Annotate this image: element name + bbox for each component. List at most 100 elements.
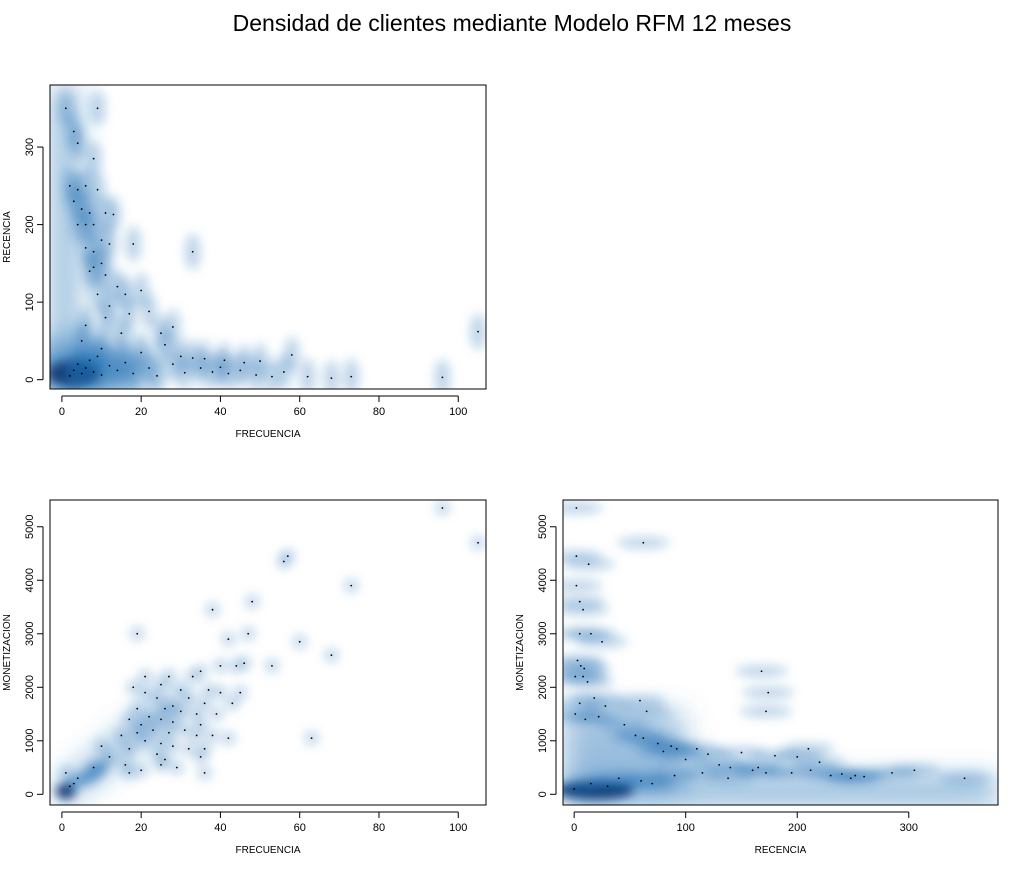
data-point [574,713,577,715]
data-point [108,755,111,758]
x-tick-label: 0 [59,822,65,834]
data-point [589,782,592,785]
data-point [148,367,150,369]
data-point [203,702,206,705]
x-tick-label: 80 [373,822,385,834]
data-point [64,107,67,110]
x-axis: 0 20 40 60 80 100 FRECUENCIA [59,811,467,856]
data-point [148,310,150,313]
data-point [116,369,119,372]
data-point [80,208,83,210]
data-point [231,702,234,705]
data-point [634,734,637,737]
data-point [765,771,767,774]
x-tick-label: 100 [449,822,467,834]
data-point [187,697,190,699]
y-tick-label: 1000 [24,729,36,753]
data-point [818,761,821,764]
data-point [191,250,194,253]
x-axis-label: FRECUENCIA [235,845,300,856]
y-axis-label: RECENCIA [2,211,13,263]
data-point [477,330,479,333]
data-point [243,662,246,665]
data-point [757,766,760,769]
data-point [203,357,206,360]
data-point [128,718,131,721]
x-tick-label: 20 [135,822,147,834]
data-point [767,691,770,694]
data-point [164,758,166,761]
x-tick-label: 0 [59,406,65,418]
data-point [199,367,202,369]
y-axis: 0 1000 2000 3000 4000 5000 MONETIZACION [2,515,44,797]
data-point [219,691,222,694]
data-point [84,223,87,226]
data-point [727,777,729,780]
data-point [589,632,592,635]
data-point [171,363,174,366]
data-point [350,375,353,378]
data-point [223,359,226,362]
data-point [92,266,95,269]
data-point [751,769,754,772]
data-point [330,654,333,657]
data-point [92,250,95,253]
x-axis: 0 100 200 300 RECENCIA [571,811,918,856]
data-point [92,157,95,160]
data-point [597,715,600,718]
data-point [84,184,87,187]
data-point [195,734,198,737]
data-point [156,374,158,377]
data-point [187,747,190,750]
data-point [662,750,665,753]
data-point [144,691,147,694]
plot-frame [562,499,999,806]
data-point [651,782,654,785]
density-layer [563,502,998,803]
data-point [207,689,210,691]
y-tick-label: 3000 [537,622,549,646]
data-point [84,324,87,327]
data-point [100,374,103,376]
x-tick-label: 60 [294,822,306,834]
data-point [104,316,107,319]
data-point [310,737,313,740]
data-point [156,753,158,756]
y-axis: 0 1000 2000 3000 4000 5000 MONETIZACION [515,515,557,797]
data-point [573,788,576,790]
plot-frame [49,499,487,806]
data-point [96,107,99,110]
data-point [72,369,75,372]
data-point [286,555,289,558]
data-point [199,670,202,673]
data-point [247,632,250,635]
data-point [243,361,246,364]
data-point [120,734,123,737]
y-tick-label: 4000 [537,568,549,592]
data-point [171,745,174,748]
data-point [72,200,75,203]
data-point [92,371,95,373]
panel-recencia-monetizacion: 0 100 200 300 RECENCIA 0 1000 2000 3000 4000 5000 M… [515,499,999,856]
data-point [215,713,218,715]
data-point [160,742,162,745]
plot-frame [49,84,487,390]
data-point [809,769,812,772]
x-axis: 0 20 40 60 80 100 FRECUENCIA [59,395,467,440]
y-tick-label: 0 [24,377,36,383]
data-point [144,739,147,742]
data-point [88,212,91,214]
y-tick-label: 0 [24,791,36,797]
data-point [579,664,582,667]
x-tick-label: 80 [373,406,385,418]
data-point [306,375,309,378]
data-point [701,771,704,774]
data-point [124,361,127,364]
data-point [963,777,966,780]
data-point [164,707,166,710]
data-point [576,659,579,662]
data-point [807,747,810,750]
data-point [645,710,648,713]
x-tick-label: 300 [900,822,918,834]
